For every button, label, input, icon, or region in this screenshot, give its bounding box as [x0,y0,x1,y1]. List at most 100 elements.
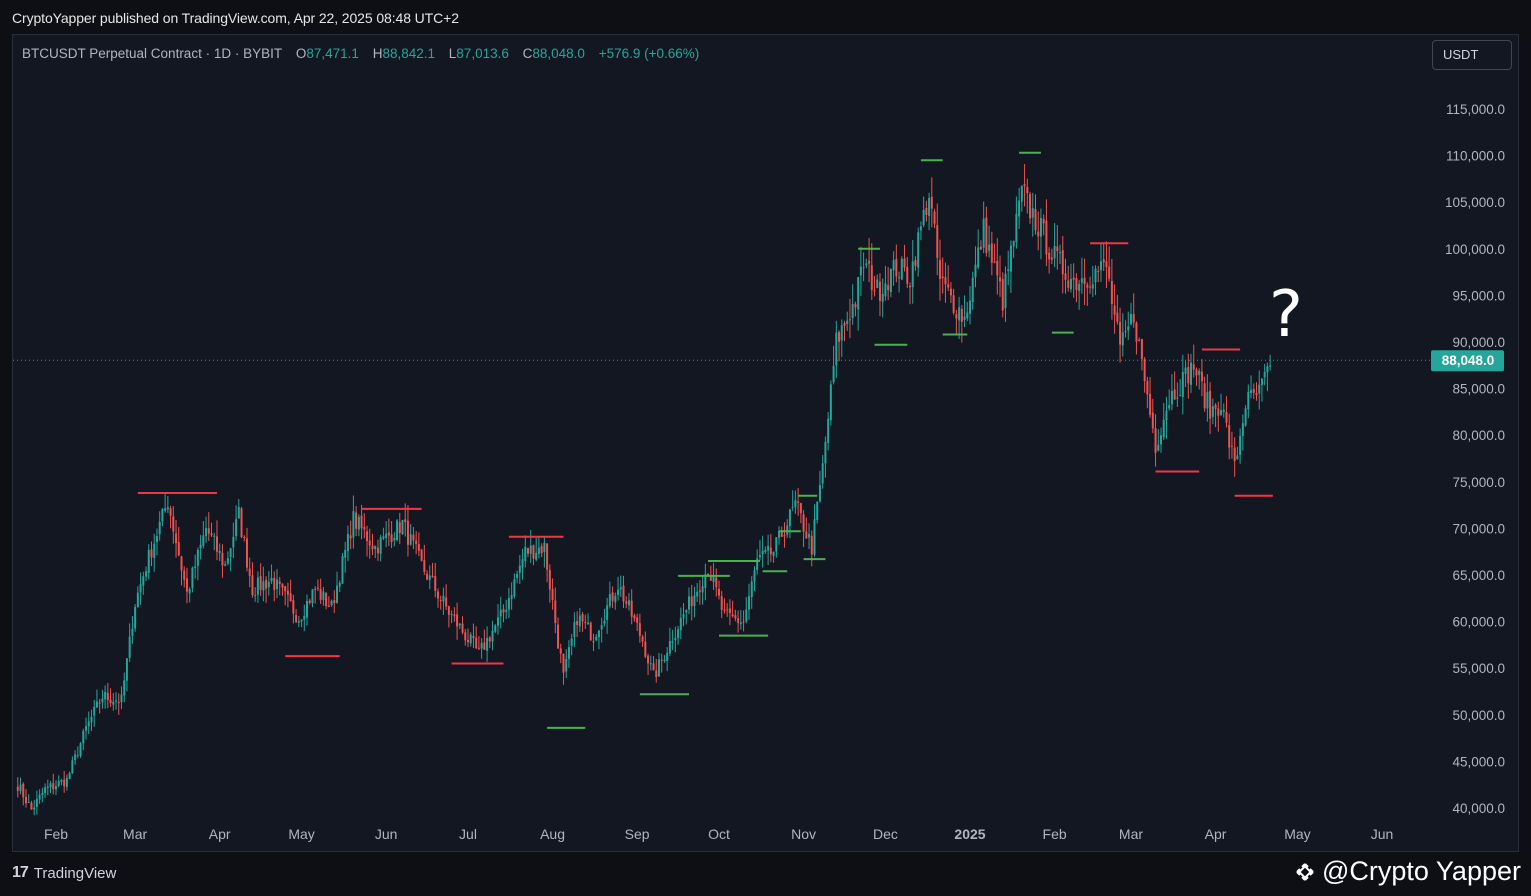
candle-body [1034,208,1037,231]
candle-body [649,663,652,665]
symbol-legend[interactable]: BTCUSDT Perpetual Contract · 1D · BYBIT … [22,46,699,61]
candle-body [1042,218,1045,224]
candle-body [68,773,71,779]
candle-body [306,600,309,618]
candle-body [805,531,808,539]
y-tick-label: 65,000.0 [1452,568,1505,583]
candle-body [202,535,205,546]
candle-body [180,556,183,571]
y-tick-label: 105,000.0 [1445,195,1505,210]
candle-body [870,265,873,291]
candle-body [808,533,811,538]
candle-body [41,792,44,795]
candle-body [357,516,360,530]
candle-body [884,283,887,297]
candle-body [707,573,710,576]
candle-body [256,577,259,595]
candle-body [788,509,791,527]
candle-body [687,596,690,610]
candle-body [840,325,843,341]
candle-body [712,576,715,582]
candle-body [278,581,281,584]
candle-body [797,501,800,503]
candle-body [153,543,156,558]
candle-body [1069,278,1072,290]
candle-body [1162,419,1165,438]
candle-body [1143,359,1146,382]
candle-body [24,796,27,804]
candle-body [210,533,213,536]
candle-body [164,508,167,511]
candle-body [518,565,521,573]
candle-body [543,542,546,553]
tradingview-logo[interactable]: 17 TradingView [12,864,116,882]
candle-body [1080,278,1083,283]
candle-body [289,593,292,602]
candle-body [327,605,330,607]
candle-body [199,544,202,549]
candle-body [499,609,502,617]
candle-body [818,485,821,502]
y-tick-label: 80,000.0 [1452,428,1505,443]
candle-body [947,284,950,288]
candle-body [155,535,158,542]
candle-body [270,577,273,582]
candle-body [846,320,849,325]
y-tick-label: 85,000.0 [1452,382,1505,397]
candle-body [933,211,936,224]
candle-body [641,636,644,642]
candle-body [1094,268,1097,283]
x-tick-label: 2025 [954,826,985,842]
candle-body [753,570,756,582]
candle-body [456,614,459,627]
candle-body [627,600,630,606]
candle-body [537,547,540,554]
candle-body [835,332,838,366]
candle-body [971,277,974,303]
x-tick-label: Nov [791,826,816,842]
candle-body [169,508,172,516]
open-label: O [295,46,307,61]
x-tick-label: Apr [209,826,231,842]
candle-body [1086,284,1089,288]
candle-body [587,622,590,625]
candle-body [1203,383,1206,409]
candle-body [85,726,88,731]
candle-body [718,588,720,596]
candle-body [633,615,636,619]
candle-body [450,614,453,616]
candle-body [865,263,868,266]
candle-body [1220,410,1223,415]
candle-body [652,663,655,671]
low-label: L [448,46,457,61]
candle-body [284,586,287,592]
y-tick-label: 40,000.0 [1452,801,1505,816]
x-tick-label: Jul [459,826,477,842]
candle-body [903,258,906,268]
currency-button[interactable]: USDT [1432,40,1512,70]
candle-body [55,786,57,790]
candle-body [1241,423,1244,437]
candle-body [131,628,134,636]
candle-body [76,755,79,757]
candle-body [990,243,993,263]
candle-body [988,244,991,251]
candle-body [1206,392,1209,409]
candle-body [848,319,851,321]
candle-body [477,647,480,649]
candle-body [873,290,876,292]
candle-body [1190,362,1193,385]
candle-body [838,332,841,342]
candle-body [338,582,341,587]
chart-panel[interactable] [12,34,1519,852]
candle-body [966,312,969,319]
candle-body [1129,313,1132,325]
candle-body [1045,220,1048,255]
candle-body [205,528,208,536]
candle-body [349,535,352,539]
candle-body [229,548,232,557]
candle-body [898,277,901,279]
candle-body [79,743,82,756]
candle-body [1023,184,1026,187]
